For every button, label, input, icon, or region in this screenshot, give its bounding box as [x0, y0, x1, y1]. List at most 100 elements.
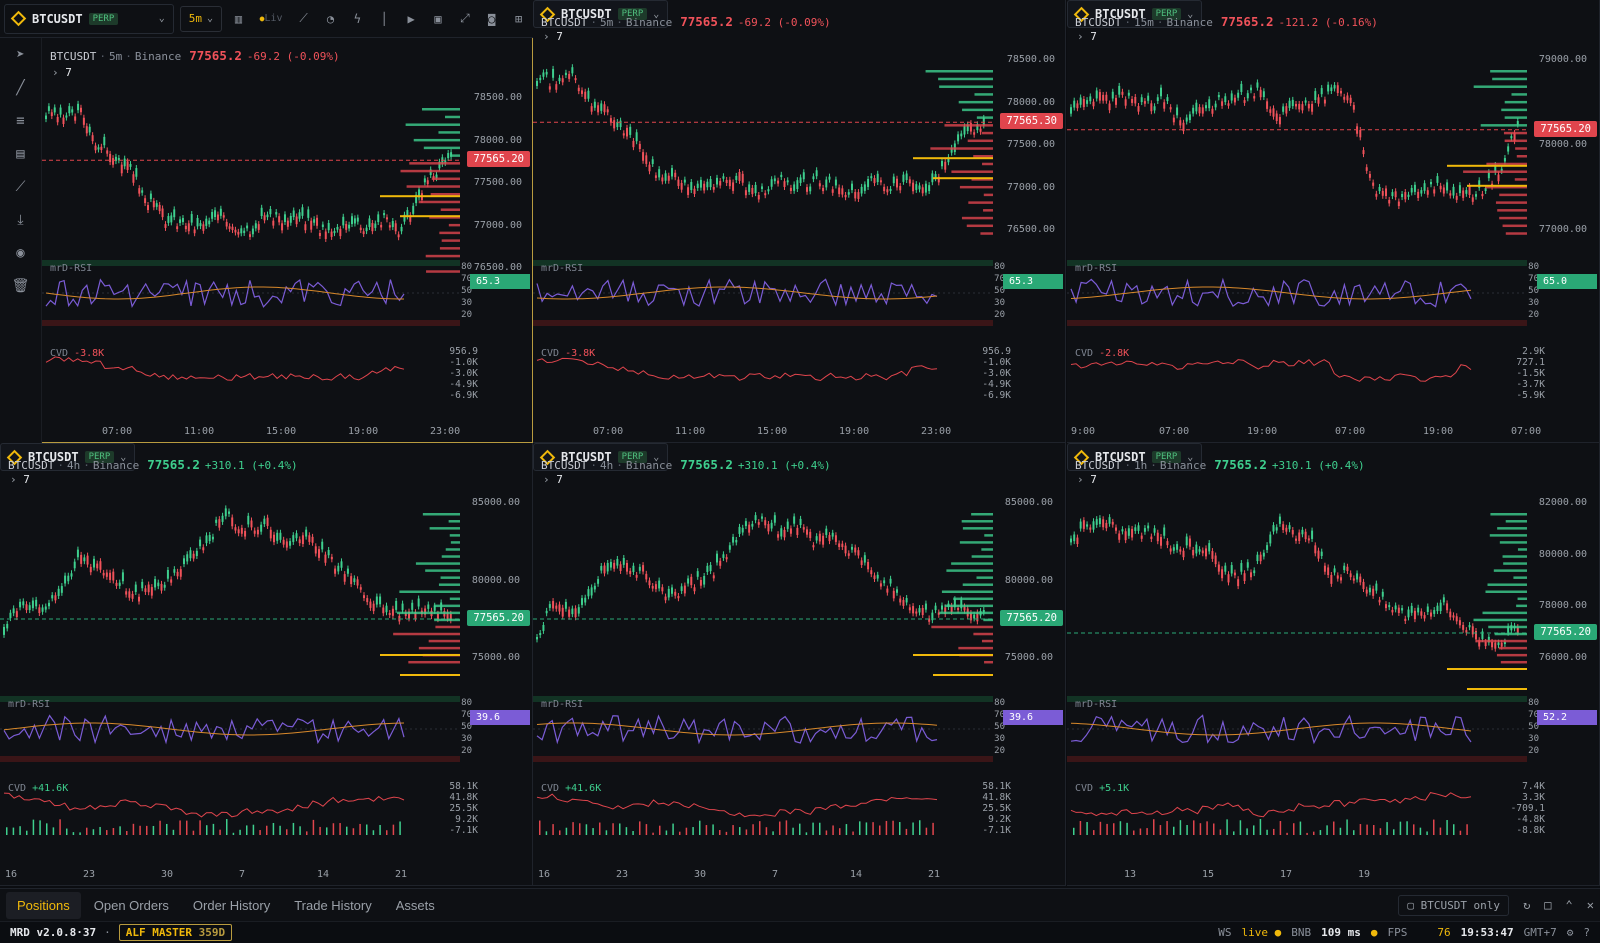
- chart-panel-2[interactable]: BTCUSDT PERP ⌄ BTCUSDT · 5m · Binance 77565.2 -69…: [533, 0, 1066, 443]
- chevron-down-icon[interactable]: ⌄: [1187, 8, 1194, 20]
- indicator-toggle[interactable]: › 7: [1077, 30, 1097, 43]
- chevron-down-icon[interactable]: ⌄: [653, 8, 660, 20]
- maximize-icon[interactable]: □: [1544, 898, 1552, 912]
- volume-profile-bar: [426, 270, 460, 273]
- separator: ·: [590, 459, 597, 472]
- chart-panel-1[interactable]: BTCUSDT · 5m · Binance 77565.2 -69.2 (-0.09%) ›…: [0, 0, 533, 443]
- candle-body: [179, 219, 182, 223]
- candle-body: [1340, 90, 1342, 94]
- symbol-filter-checkbox[interactable]: ▢ BTCUSDT only: [1398, 894, 1510, 916]
- chart-panel-5[interactable]: BTCUSDT PERP ⌄ BTCUSDT · 4h · Binance 77565.2 +31…: [533, 443, 1066, 886]
- candle-body: [1156, 532, 1159, 542]
- symbol-selector[interactable]: BTCUSDT PERP ⌄: [0, 443, 136, 471]
- tab-assets[interactable]: Assets: [395, 897, 435, 913]
- candle-body: [199, 223, 202, 227]
- info-price: 77565.2: [1220, 14, 1274, 29]
- candle-body: [307, 209, 310, 218]
- cvd-title: CVD: [1075, 348, 1094, 359]
- candle-body: [892, 590, 895, 599]
- chevron-down-icon[interactable]: ⌄: [120, 451, 127, 463]
- candle-body: [957, 134, 960, 142]
- candle-body: [863, 555, 866, 563]
- collapse-icon[interactable]: ⌃: [1565, 898, 1573, 912]
- eye-icon[interactable]: ◉: [16, 244, 25, 261]
- layout-grid-icon[interactable]: ⊞: [515, 11, 523, 26]
- chart-panel-3[interactable]: BTCUSDT PERP ⌄ BTCUSDT · 15m · Binance 77565.2 -1…: [1067, 0, 1600, 443]
- help-icon[interactable]: ?: [1583, 926, 1590, 939]
- candle-body: [709, 179, 712, 188]
- fullscreen-icon[interactable]: ⤢: [460, 11, 470, 25]
- candle-body: [1262, 552, 1265, 557]
- chart-canvas[interactable]: [1067, 443, 1600, 886]
- chart-canvas[interactable]: [0, 443, 533, 886]
- live-toggle[interactable]: ● Liv: [255, 8, 287, 30]
- candle-body: [963, 606, 966, 611]
- volume-profile-bar: [441, 239, 460, 242]
- volume-profile-bar: [1516, 604, 1527, 608]
- indicator-icon[interactable]: ◔: [326, 11, 335, 26]
- candle-body: [738, 526, 741, 534]
- trash-icon[interactable]: 🗑: [11, 277, 30, 294]
- lightning-icon[interactable]: ϟ: [353, 11, 361, 26]
- candle-body: [812, 545, 815, 548]
- x-axis-tick: 15: [1202, 869, 1215, 880]
- chart-panel-4[interactable]: BTCUSDT PERP ⌄ BTCUSDT · 4h · Binance 77565.2 +31…: [0, 443, 533, 886]
- refresh-icon[interactable]: ↻: [1523, 898, 1531, 912]
- line-chart-icon[interactable]: ⟋: [299, 11, 308, 25]
- cursor-icon[interactable]: ➤: [16, 46, 25, 63]
- chevron-down-icon[interactable]: ⌄: [653, 451, 660, 463]
- volume-profile-bar: [448, 223, 460, 227]
- cvd-volume-bar: [739, 827, 741, 835]
- cvd-volume-bar: [712, 824, 714, 835]
- bar-chart-icon[interactable]: ▥: [234, 11, 243, 26]
- candle-body: [754, 515, 757, 521]
- indicator-toggle[interactable]: › 7: [1077, 473, 1097, 486]
- chart-canvas[interactable]: [533, 443, 1066, 886]
- indicator-toggle[interactable]: › 7: [10, 473, 30, 486]
- chart-panel-6[interactable]: BTCUSDT PERP ⌄ BTCUSDT · 1h · Binance 77565.2 +31…: [1067, 443, 1600, 886]
- camera-icon[interactable]: ◙: [488, 11, 496, 26]
- symbol-selector[interactable]: BTCUSDT PERP ⌄: [1067, 443, 1203, 471]
- x-axis-tick: 07:00: [593, 426, 624, 437]
- cvd-value: -2.8K: [1099, 348, 1130, 359]
- candle-body: [321, 541, 324, 550]
- tab-open-orders[interactable]: Open Orders: [93, 897, 169, 913]
- indicator-toggle[interactable]: › 7: [543, 30, 563, 43]
- download-icon[interactable]: ⤓: [17, 211, 24, 228]
- chart-canvas[interactable]: [533, 0, 1066, 443]
- symbol-selector[interactable]: BTCUSDT PERP ⌄: [533, 443, 669, 471]
- rsi-line: [1070, 277, 1472, 308]
- info-change: +310.1 (+0.4%): [737, 459, 831, 472]
- horizontal-lines-icon[interactable]: ≡: [16, 112, 25, 129]
- cvd-tick: -1.0K: [449, 357, 478, 368]
- poc-line: [1447, 668, 1527, 670]
- candle-body: [1314, 91, 1317, 100]
- symbol-selector[interactable]: BTCUSDT PERP ⌄: [4, 3, 174, 34]
- candle-body: [973, 132, 976, 135]
- symbol-selector[interactable]: BTCUSDT PERP ⌄: [1067, 0, 1203, 28]
- volume-profile-bar: [441, 555, 460, 558]
- chevron-down-icon[interactable]: ⌄: [1187, 451, 1194, 463]
- symbol-selector[interactable]: BTCUSDT PERP ⌄: [533, 0, 669, 28]
- chart-canvas[interactable]: [1067, 0, 1600, 443]
- trendline-icon[interactable]: ╱: [16, 79, 25, 96]
- tab-trade-history[interactable]: Trade History: [294, 897, 372, 913]
- indicator-toggle[interactable]: › 7: [543, 473, 563, 486]
- chart-canvas[interactable]: [0, 0, 533, 443]
- replay-icon[interactable]: ▶: [407, 11, 415, 26]
- tab-order-history[interactable]: Order History: [192, 897, 271, 913]
- image-icon[interactable]: ▣: [434, 11, 442, 26]
- candle-body: [1516, 121, 1519, 125]
- close-icon[interactable]: ✕: [1586, 898, 1594, 912]
- tab-positions[interactable]: Positions: [6, 891, 81, 919]
- checkbox-icon[interactable]: ▢: [1407, 898, 1421, 912]
- settings-icon[interactable]: ⚙: [1566, 926, 1574, 939]
- path-icon[interactable]: ⟋: [15, 178, 26, 195]
- cvd-volume-bar: [705, 825, 708, 835]
- indicator-toggle[interactable]: › 7: [52, 66, 72, 79]
- candle-body: [80, 554, 83, 564]
- chevron-down-icon[interactable]: ⌄: [158, 13, 165, 24]
- candle-body: [1436, 176, 1439, 183]
- measure-icon[interactable]: ▤: [16, 145, 25, 162]
- timeframe-selector[interactable]: 5m ⌄: [179, 5, 223, 32]
